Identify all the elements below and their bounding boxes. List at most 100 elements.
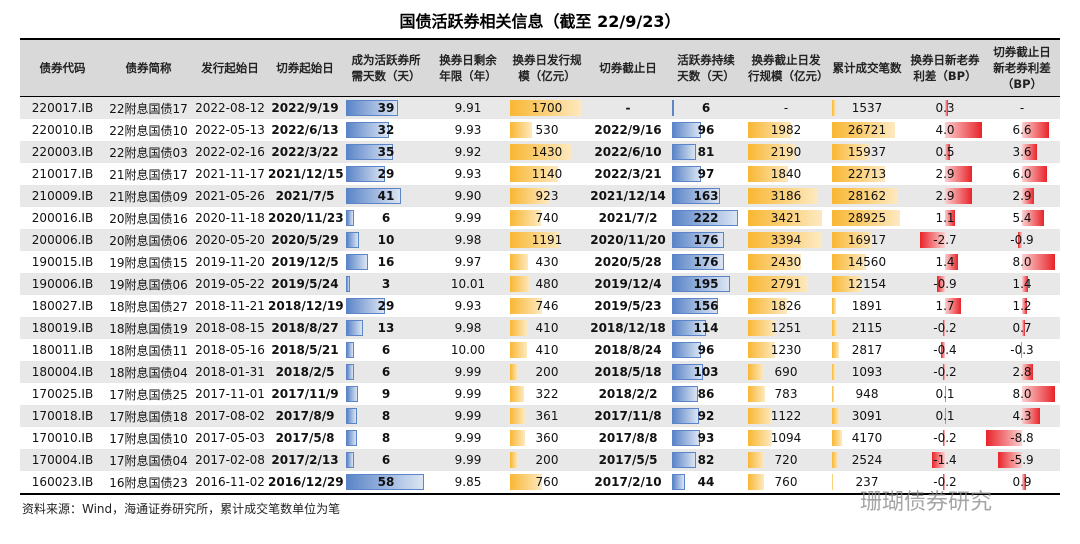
table-cell: -2.7 (906, 229, 984, 251)
cell-text: 21附息国债17 (109, 167, 188, 182)
table-cell: 200016.IB (20, 207, 105, 229)
table-cell: 4.0 (906, 119, 984, 141)
cell-text: 410 (535, 343, 559, 357)
cell-text: 1.7 (935, 299, 955, 313)
data-bar (945, 188, 972, 204)
table-cell: 2018-01-31 (192, 361, 268, 383)
cell-text: 22附息国债17 (109, 101, 188, 116)
cell-text: 322 (535, 387, 559, 401)
cell-text: 9.98 (454, 233, 482, 247)
table-cell: -0.2 (906, 317, 984, 339)
footer: 资料来源：Wind，海通证券研究所，累计成交笔数单位为笔 (22, 502, 341, 516)
table-cell: 220010.IB (20, 119, 105, 141)
table-cell: 35 (342, 141, 430, 163)
cell-text: 2017-02-08 (195, 453, 265, 467)
cell-text: 10 (377, 233, 395, 247)
cell-text: 2018/12/18 (590, 321, 666, 335)
table-cell: 1700 (506, 96, 588, 119)
cell-text: 9.99 (454, 453, 482, 467)
cell-text: 29 (377, 299, 395, 313)
table-cell: 2019/5/23 (588, 295, 668, 317)
table-cell: 2020/11/23 (268, 207, 344, 229)
cell-text: 2018/12/19 (268, 299, 344, 313)
cell-text: 18附息国债04 (109, 365, 188, 380)
data-bar (748, 144, 796, 160)
data-bar (510, 320, 528, 336)
table-cell: 2791 (744, 273, 828, 295)
cell-text: 2017/2/10 (594, 475, 662, 489)
cell-text: 9.91 (454, 101, 482, 115)
data-bar (510, 188, 550, 204)
table-cell: 2817 (828, 339, 906, 361)
cell-text: 3186 (770, 189, 802, 203)
cell-text: 690 (774, 365, 798, 379)
cell-text: - (1019, 101, 1025, 115)
cell-text: 190015.IB (31, 255, 94, 269)
table-cell: -5.9 (984, 449, 1060, 471)
table-cell: 20附息国债16 (105, 207, 192, 229)
table-cell: 2018/8/24 (588, 339, 668, 361)
table-cell: 1430 (506, 141, 588, 163)
cell-text: 210009.IB (31, 189, 94, 203)
table-cell: 2022/9/19 (268, 96, 342, 119)
data-bar (672, 298, 719, 314)
table-cell: 2430 (744, 251, 828, 273)
data-bar (920, 232, 945, 248)
watermark: 珊瑚债券研究 (860, 490, 993, 515)
cell-text: 2018/5/18 (594, 365, 662, 379)
table-cell: 17附息国债25 (105, 383, 192, 405)
data-bar (510, 408, 526, 424)
table-cell: 16917 (828, 229, 906, 251)
cell-text: 2.9 (1012, 189, 1032, 203)
cell-text: 10.00 (450, 343, 486, 357)
cell-text: 2020/5/28 (594, 255, 662, 269)
table-cell: 200 (506, 449, 588, 471)
table-cell: 10.01 (430, 273, 506, 295)
table-cell: 2018/5/18 (588, 361, 668, 383)
table-cell: 21附息国债17 (105, 163, 192, 185)
table-cell: 2016-11-02 (192, 471, 268, 495)
cell-text: 1840 (770, 167, 802, 181)
cell-text: 760 (535, 475, 559, 489)
cell-text: 210017.IB (31, 167, 94, 181)
data-bar (1022, 188, 1034, 204)
table-cell: -1.4 (906, 449, 984, 471)
table-cell: 18附息国债19 (105, 317, 192, 339)
table-cell: 2017/8/9 (268, 405, 342, 427)
data-bar (672, 122, 701, 138)
cell-text: 220003.IB (31, 145, 94, 159)
data-bar (1022, 144, 1037, 160)
table-row: 170004.IB 17附息国债04 2017-02-08 2017/2/13 6 9.9… (20, 449, 1060, 471)
cell-text: 9.99 (454, 409, 482, 423)
cell-text: 176 (693, 233, 719, 247)
table-cell: 6 (342, 449, 430, 471)
data-bar (672, 452, 697, 468)
table-cell: 2021/7/2 (588, 207, 668, 229)
cell-text: 0.9 (1012, 475, 1032, 489)
cell-text: 1.4 (935, 255, 955, 269)
table-cell: 18附息国债04 (105, 361, 192, 383)
cell-text: 9.98 (454, 321, 482, 335)
data-bar (832, 408, 840, 424)
cell-text: 220010.IB (31, 123, 94, 137)
cell-text: 0.7 (1012, 321, 1032, 335)
cell-text: 1700 (531, 101, 563, 115)
table-row: 180011.IB 18附息国债11 2018-05-16 2018/5/21 6 10.… (20, 339, 1060, 361)
cell-text: 2.9 (935, 189, 955, 203)
cell-text: 1230 (770, 343, 802, 357)
cell-text: 2022/6/13 (271, 123, 339, 137)
table-cell: 1230 (744, 339, 828, 361)
cell-text: 82 (697, 453, 715, 467)
data-bar (832, 100, 836, 116)
cell-text: 0.1 (935, 387, 955, 401)
table-cell: 6 (342, 207, 430, 229)
table-cell: 2017-11-01 (192, 383, 268, 405)
table-cell: 1826 (744, 295, 828, 317)
cell-text: 2817 (851, 343, 883, 357)
table-cell: 2017/8/8 (588, 427, 668, 449)
header-cell: 换券日发行规模（亿元） (506, 38, 588, 97)
table-cell: 170010.IB (20, 427, 105, 449)
data-bar (748, 320, 776, 336)
cell-text: 0.3 (935, 101, 955, 115)
cell-text: -0.4 (933, 343, 957, 357)
